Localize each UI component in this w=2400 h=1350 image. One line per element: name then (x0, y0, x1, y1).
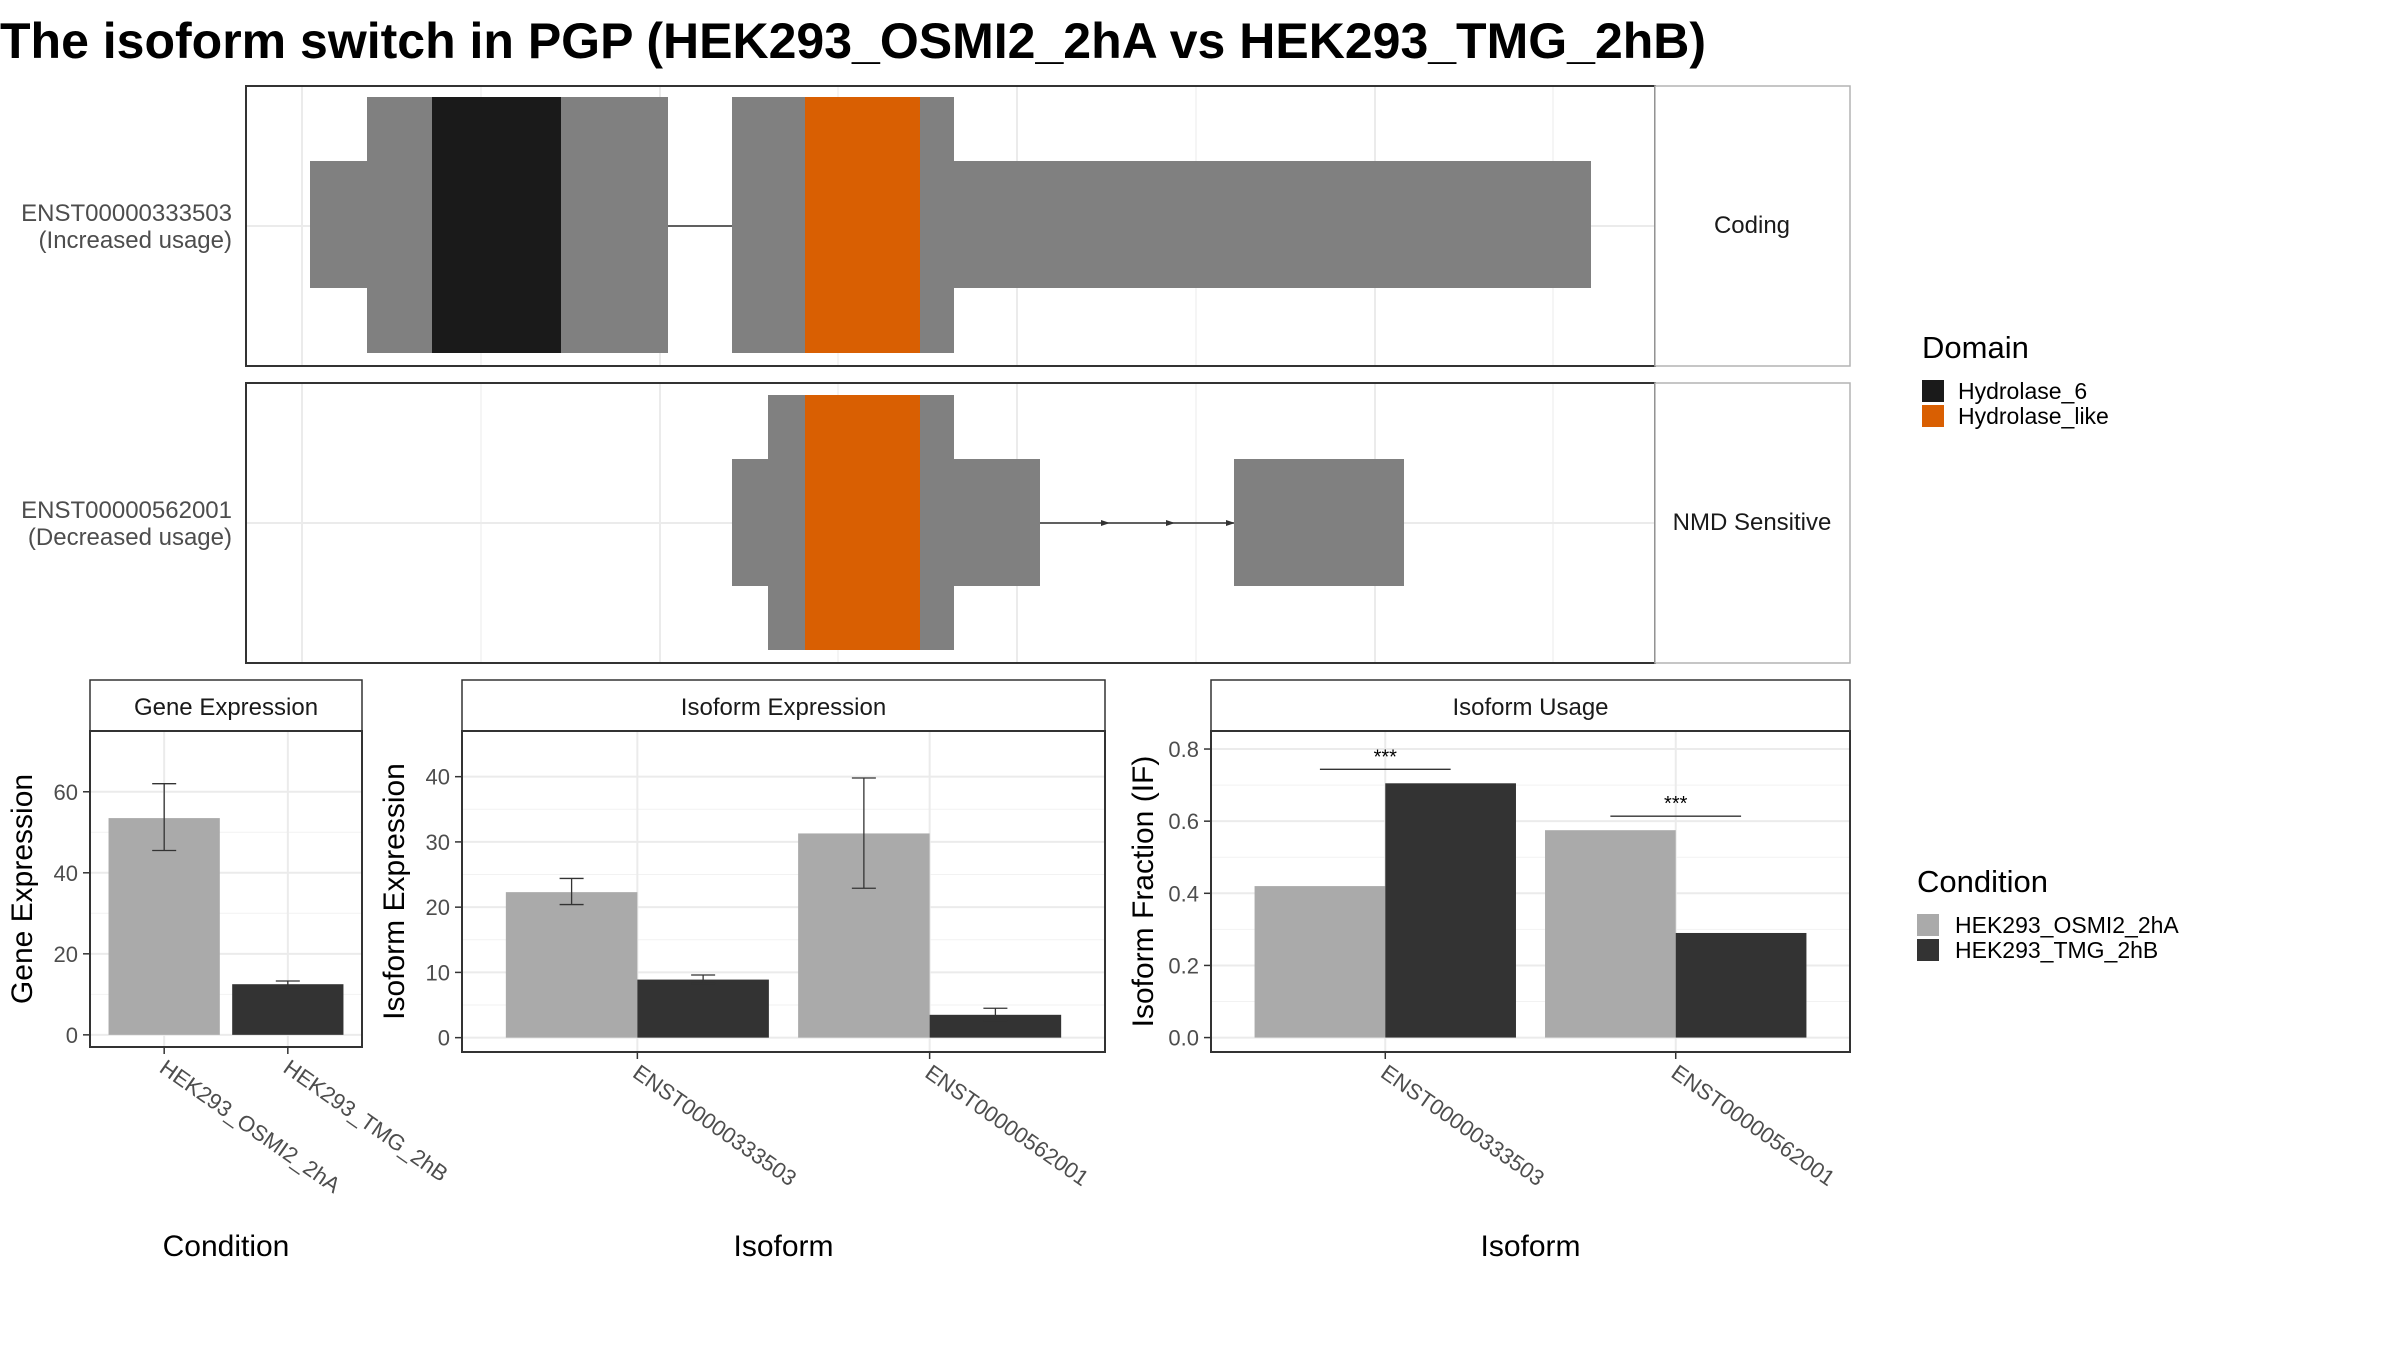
panel-strip-label: Gene Expression (134, 694, 318, 721)
legend-swatch-osmi2 (1917, 914, 1939, 936)
plot-frame (89, 730, 363, 1048)
isoform-expression-panel: Isoform Expression 0 10 20 30 40 ENST000003335… (378, 679, 1106, 1263)
y-axis-title: Gene Expression (6, 774, 39, 1004)
error-bar (983, 1007, 1008, 1022)
x-tick-label: ENST00000333503 (1376, 1060, 1549, 1191)
y-tick-label: 0 (438, 1026, 450, 1051)
legend-condition-title: Condition (1917, 864, 2048, 899)
legend-swatch-tmg (1917, 939, 1939, 961)
error-bar (275, 980, 300, 989)
x-axis-title: Isoform (733, 1230, 833, 1263)
bar-HEK293_TMG_2hB (232, 984, 344, 1035)
y-axis-title: Isoform Expression (378, 763, 411, 1020)
panel-strip (89, 679, 363, 732)
x-axis-title: Isoform (1480, 1230, 1580, 1263)
bar-ENST00000333503-HEK293_TMG_2hB (637, 979, 769, 1038)
plot-frame (1210, 730, 1851, 1053)
x-tick-label: ENST00000562001 (1667, 1060, 1840, 1191)
y-tick-label: 0.4 (1168, 881, 1199, 906)
transcript-2-usage: (Decreased usage) (28, 524, 232, 551)
y-tick-label: 30 (426, 830, 450, 855)
y-tick-label: 0.8 (1168, 737, 1199, 762)
x-axis-title: Condition (163, 1230, 290, 1263)
legend-swatch-hydrolase-like (1922, 405, 1944, 427)
legend-condition: Condition HEK293_OSMI2_2hA HEK293_TMG_2h… (1917, 864, 2179, 963)
transcript-1-id: ENST00000333503 (21, 200, 232, 227)
figure-title: The isoform switch in PGP (HEK293_OSMI2_… (0, 13, 1706, 69)
y-tick-label: 0.0 (1168, 1026, 1199, 1051)
domain-hydrolase-like (805, 97, 920, 353)
utr-block (953, 161, 1591, 288)
x-tick-label: ENST00000562001 (921, 1060, 1094, 1191)
y-tick-label: 0.6 (1168, 809, 1199, 834)
legend-label-hydrolase-like: Hydrolase_like (1958, 403, 2109, 429)
bar-ENST00000333503-HEK293_OSMI2_2hA (1254, 886, 1386, 1038)
panel-strip-label: Isoform Expression (681, 694, 886, 721)
bar-HEK293_OSMI2_2hA (108, 818, 220, 1035)
y-axis-title: Isoform Fraction (IF) (1127, 756, 1160, 1028)
error-bar (152, 783, 177, 852)
intron-arrow-icon (1101, 520, 1235, 526)
significance-label: *** (1664, 793, 1688, 815)
y-tick-label: 0.2 (1168, 953, 1199, 978)
bar-ENST00000562001-HEK293_OSMI2_2hA (1545, 830, 1676, 1038)
transcript-2-id: ENST00000562001 (21, 497, 232, 524)
strip-coding (1654, 85, 1851, 367)
utr-block (310, 161, 368, 288)
y-tick-label: 40 (426, 765, 450, 790)
utr-block (1234, 459, 1404, 586)
x-tick-label: ENST00000333503 (628, 1060, 801, 1191)
legend-domain-title: Domain (1922, 330, 2029, 365)
error-bar (851, 777, 876, 889)
bar-ENST00000562001-HEK293_TMG_2hB (929, 1014, 1062, 1038)
transcript-panel-2: NMD Sensitive ENST00000562001 (Decreased… (21, 382, 1851, 664)
y-tick-label: 0 (66, 1023, 78, 1048)
domain-hydrolase-like (805, 395, 920, 650)
isoform-usage-panel: Isoform Usage *** *** 0.0 0.2 0.4 0.6 0.8 ENST00… (1127, 679, 1851, 1263)
transcript-1-usage: (Increased usage) (39, 227, 232, 254)
legend-label-osmi2: HEK293_OSMI2_2hA (1955, 912, 2179, 938)
y-tick-label: 20 (426, 895, 450, 920)
legend-label-tmg: HEK293_TMG_2hB (1955, 937, 2158, 963)
panel-strip-label: Isoform Usage (1452, 694, 1608, 721)
y-tick-label: 40 (54, 861, 78, 886)
legend-domain: Domain Hydrolase_6 Hydrolase_like (1922, 330, 2109, 429)
domain-hydrolase-6 (432, 97, 561, 353)
strip-nmd (1654, 382, 1851, 664)
y-tick-label: 10 (426, 960, 450, 985)
strip-nmd-label: NMD Sensitive (1673, 509, 1832, 536)
bar-ENST00000333503-HEK293_OSMI2_2hA (505, 892, 638, 1038)
transcript-panel-1: Coding ENST00000333503 (Increased usage) (21, 85, 1851, 367)
error-bar (691, 974, 716, 985)
bar-ENST00000562001-HEK293_TMG_2hB (1675, 932, 1807, 1038)
y-tick-label: 60 (54, 780, 78, 805)
plot-frame (461, 730, 1106, 1053)
y-tick-label: 20 (54, 942, 78, 967)
legend-label-hydrolase-6: Hydrolase_6 (1958, 378, 2087, 404)
bar-ENST00000333503-HEK293_TMG_2hB (1385, 783, 1516, 1038)
legend-swatch-hydrolase-6 (1922, 380, 1944, 402)
significance-label: *** (1374, 746, 1398, 768)
strip-coding-label: Coding (1714, 212, 1790, 239)
error-bar (559, 877, 584, 906)
